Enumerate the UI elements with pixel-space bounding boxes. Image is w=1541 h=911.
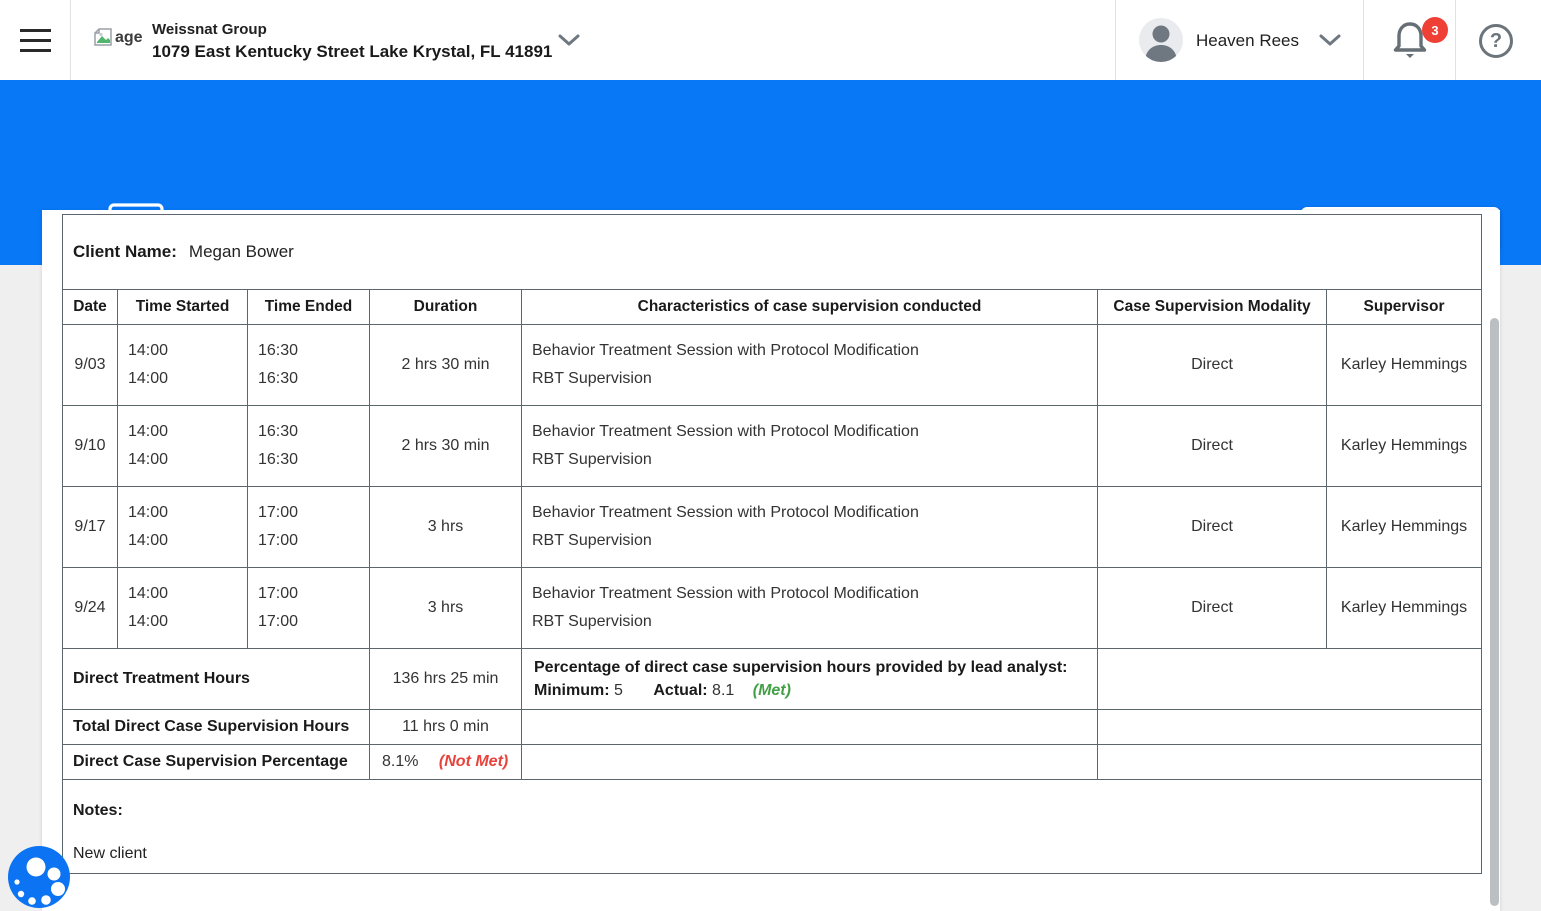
cookie-icon [14,857,65,905]
top-bar: age Weissnat Group 1079 East Kentucky St… [0,0,1541,80]
cell-modality: Direct [1097,567,1327,649]
empty-cell [521,709,1098,745]
client-name-row: Client Name: Megan Bower [61,214,1483,290]
col-modality: Case Supervision Modality [1097,289,1327,325]
cell-duration: 3 hrs [369,486,522,568]
minimum-label: Minimum: [534,682,610,699]
user-name[interactable]: Heaven Rees [1196,31,1300,50]
logo-alt-text: age [115,29,143,46]
user-chevron-down-icon[interactable] [1318,33,1342,47]
supervision-percentage-label: Direct Case Supervision Percentage [62,744,370,780]
col-date: Date [62,289,118,325]
notification-badge: 3 [1422,17,1448,43]
notes-label: Notes: [73,802,123,819]
table-row: 9/10 14:00 14:00 16:30 16:30 2 hrs 30 mi… [62,405,1483,487]
cell-date: 9/03 [62,324,118,406]
org-name: Weissnat Group [152,21,267,38]
cell-modality: Direct [1097,324,1327,406]
cookie-consent-button[interactable] [8,846,70,908]
lead-analyst-percentage-cell: Percentage of direct case supervision ho… [521,648,1098,710]
actual-value: 8.1 [712,682,735,699]
cell-time-started: 14:00 14:00 [117,324,248,406]
cell-time-ended: 16:30 16:30 [247,405,370,487]
cell-modality: Direct [1097,486,1327,568]
cell-duration: 3 hrs [369,567,522,649]
supervision-percentage-value: 8.1% [382,753,419,770]
cell-supervisor: Karley Hemmings [1325,405,1483,487]
col-time-ended: Time Ended [247,289,370,325]
met-status: (Met) [752,682,791,699]
empty-cell [1096,744,1483,780]
direct-treatment-hours-value: 136 hrs 25 min [369,648,522,710]
avatar[interactable] [1139,18,1183,62]
org-logo[interactable]: age [92,27,143,47]
org-address: 1079 East Kentucky Street Lake Krystal, … [152,42,553,61]
bell-icon [1393,22,1427,58]
client-name-label: Client Name: [73,242,177,261]
cell-duration: 2 hrs 30 min [369,405,522,487]
cell-supervisor: Karley Hemmings [1325,486,1483,568]
summary-row-supervision-percentage: Direct Case Supervision Percentage 8.1% … [62,744,1483,780]
cell-time-ended: 16:30 16:30 [247,324,370,406]
table-body: 9/03 14:00 14:00 16:30 16:30 2 hrs 30 mi… [62,324,1483,649]
cell-time-ended: 17:00 17:00 [247,486,370,568]
cell-duration: 2 hrs 30 min [369,324,522,406]
table-row: 9/24 14:00 14:00 17:00 17:00 3 hrs Behav… [62,567,1483,649]
hamburger-menu-icon[interactable] [20,29,51,52]
report-card: Client Name: Megan Bower Date Time Starte… [42,210,1500,911]
table-row: 9/03 14:00 14:00 16:30 16:30 2 hrs 30 mi… [62,324,1483,406]
cell-characteristics: Behavior Treatment Session with Protocol… [521,324,1098,406]
supervision-percentage-value-cell: 8.1% (Not Met) [369,744,522,780]
empty-cell [1096,709,1483,745]
not-met-status: (Not Met) [438,753,509,770]
help-icon[interactable]: ? [1479,24,1513,58]
divider [1115,0,1116,80]
person-icon [1145,25,1177,62]
cell-characteristics: Behavior Treatment Session with Protocol… [521,405,1098,487]
col-duration: Duration [369,289,522,325]
org-info: Weissnat Group 1079 East Kentucky Street… [152,19,552,62]
cell-supervisor: Karley Hemmings [1325,567,1483,649]
divider [1455,0,1456,80]
table-header-row: Date Time Started Time Ended Duration Ch… [62,289,1483,325]
cell-modality: Direct [1097,405,1327,487]
cell-characteristics: Behavior Treatment Session with Protocol… [521,486,1098,568]
col-supervisor: Supervisor [1325,289,1483,325]
col-time-started: Time Started [117,289,248,325]
table-row: 9/17 14:00 14:00 17:00 17:00 3 hrs Behav… [62,486,1483,568]
direct-treatment-hours-label: Direct Treatment Hours [62,648,370,710]
summary-row-total-supervision: Total Direct Case Supervision Hours 11 h… [62,709,1483,745]
cell-time-ended: 17:00 17:00 [247,567,370,649]
percentage-title: Percentage of direct case supervision ho… [534,659,1068,676]
minimum-value: 5 [614,682,623,699]
cell-time-started: 14:00 14:00 [117,405,248,487]
cell-time-started: 14:00 14:00 [117,486,248,568]
scrollbar-thumb[interactable] [1490,318,1499,906]
percentage-detail: Minimum: 5 Actual: 8.1 (Met) [534,679,1089,702]
cell-supervisor: Karley Hemmings [1325,324,1483,406]
divider [1363,0,1364,80]
empty-cell [521,744,1098,780]
cell-date: 9/24 [62,567,118,649]
total-supervision-value: 11 hrs 0 min [369,709,522,745]
cell-date: 9/10 [62,405,118,487]
summary-row-direct-treatment: Direct Treatment Hours 136 hrs 25 min Pe… [62,648,1483,710]
client-name-value: Megan Bower [188,242,294,261]
notifications-button[interactable]: 3 [1390,17,1450,66]
cell-characteristics: Behavior Treatment Session with Protocol… [521,567,1098,649]
empty-cell [1096,648,1483,710]
cell-date: 9/17 [62,486,118,568]
col-characteristics: Characteristics of case supervision cond… [521,289,1098,325]
cell-time-started: 14:00 14:00 [117,567,248,649]
notes-value: New client [73,845,147,862]
total-supervision-label: Total Direct Case Supervision Hours [62,709,370,745]
org-chevron-down-icon[interactable] [557,33,581,47]
broken-image-icon [94,28,112,46]
actual-label: Actual: [653,682,708,699]
notes-row: Notes: New client [61,779,1483,874]
supervision-log-table: Client Name: Megan Bower Date Time Starte… [61,214,1483,874]
divider [70,0,71,80]
